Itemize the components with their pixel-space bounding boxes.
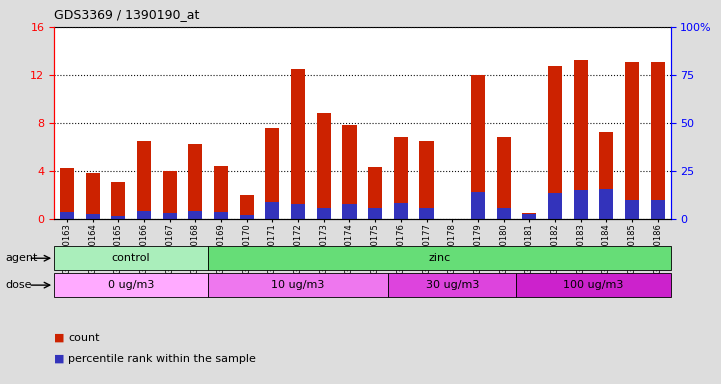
- Bar: [163, 213, 177, 219]
- Text: ■: ■: [54, 354, 65, 364]
- Bar: [317, 208, 331, 219]
- Bar: [60, 169, 74, 219]
- Text: zinc: zinc: [428, 253, 451, 263]
- Bar: [599, 132, 614, 219]
- Bar: [317, 113, 331, 219]
- Bar: [650, 62, 665, 219]
- Bar: [239, 195, 254, 219]
- Bar: [291, 69, 305, 219]
- Bar: [54, 273, 208, 297]
- Bar: [599, 189, 614, 219]
- Bar: [291, 204, 305, 219]
- Bar: [265, 202, 280, 219]
- Bar: [394, 203, 408, 219]
- Bar: [522, 214, 536, 219]
- Bar: [548, 193, 562, 219]
- Bar: [188, 144, 203, 219]
- Text: dose: dose: [6, 280, 32, 290]
- Bar: [388, 273, 516, 297]
- Bar: [60, 212, 74, 219]
- Bar: [137, 141, 151, 219]
- Bar: [137, 210, 151, 219]
- Bar: [497, 137, 510, 219]
- Bar: [471, 192, 485, 219]
- Bar: [188, 211, 203, 219]
- Bar: [420, 141, 433, 219]
- Bar: [208, 273, 388, 297]
- Bar: [650, 200, 665, 219]
- Bar: [368, 167, 382, 219]
- Bar: [625, 62, 639, 219]
- Text: percentile rank within the sample: percentile rank within the sample: [68, 354, 257, 364]
- Bar: [497, 208, 510, 219]
- Bar: [54, 246, 208, 270]
- Bar: [86, 173, 99, 219]
- Text: GDS3369 / 1390190_at: GDS3369 / 1390190_at: [54, 8, 200, 21]
- Bar: [214, 166, 228, 219]
- Bar: [239, 215, 254, 219]
- Bar: [342, 125, 356, 219]
- Bar: [342, 204, 356, 219]
- Bar: [368, 208, 382, 219]
- Bar: [394, 137, 408, 219]
- Text: 10 ug/m3: 10 ug/m3: [271, 280, 324, 290]
- Text: 30 ug/m3: 30 ug/m3: [425, 280, 479, 290]
- Text: agent: agent: [6, 253, 38, 263]
- Bar: [625, 200, 639, 219]
- Text: count: count: [68, 333, 100, 343]
- Text: ■: ■: [54, 333, 65, 343]
- Bar: [111, 216, 125, 219]
- Text: 0 ug/m3: 0 ug/m3: [108, 280, 154, 290]
- Bar: [163, 171, 177, 219]
- Bar: [111, 182, 125, 219]
- Bar: [265, 127, 280, 219]
- Bar: [471, 75, 485, 219]
- Bar: [516, 273, 671, 297]
- Bar: [548, 66, 562, 219]
- Bar: [214, 212, 228, 219]
- Bar: [420, 208, 433, 219]
- Bar: [574, 190, 588, 219]
- Text: control: control: [112, 253, 151, 263]
- Bar: [522, 213, 536, 219]
- Bar: [208, 246, 671, 270]
- Bar: [86, 214, 99, 219]
- Text: 100 ug/m3: 100 ug/m3: [563, 280, 624, 290]
- Bar: [574, 61, 588, 219]
